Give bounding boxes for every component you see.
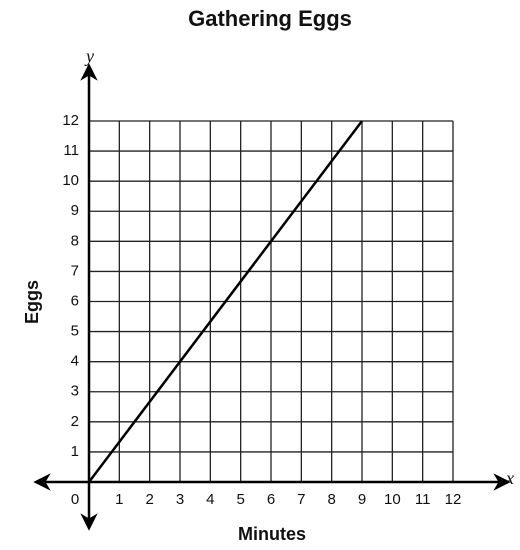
x-tick-label: 11 (415, 491, 431, 508)
y-tick-label: 12 (62, 112, 79, 129)
x-tick-label: 8 (327, 491, 335, 508)
x-tick-label: 12 (445, 491, 462, 508)
x-tick-label: 10 (384, 491, 401, 508)
y-axis-title: Eggs (22, 280, 42, 324)
chart-title: Gathering Eggs (188, 6, 352, 31)
x-tick-label: 3 (176, 491, 184, 508)
y-tick-label: 1 (71, 443, 79, 460)
y-axis-letter: y (84, 46, 94, 66)
y-tick-label: 5 (71, 323, 79, 340)
x-tick-label: 2 (145, 491, 153, 508)
y-tick-label: 4 (71, 353, 79, 370)
y-tick-label: 6 (71, 292, 79, 309)
x-tick-label: 6 (267, 491, 275, 508)
x-tick-label: 7 (297, 491, 305, 508)
x-tick-label: 1 (115, 491, 123, 508)
x-tick-label: 0 (71, 491, 79, 508)
x-tick-label: 4 (206, 491, 214, 508)
y-tick-label: 3 (71, 383, 79, 400)
x-tick-label: 9 (358, 491, 366, 508)
y-tick-label: 7 (71, 262, 79, 279)
y-tick-label: 10 (62, 172, 79, 189)
x-axis-letter: x (505, 468, 514, 488)
x-axis-title: Minutes (238, 524, 306, 544)
y-tick-label: 2 (71, 413, 79, 430)
x-tick-label: 5 (236, 491, 244, 508)
y-tick-label: 8 (71, 232, 79, 249)
y-tick-label: 9 (71, 202, 79, 219)
y-tick-label: 11 (63, 142, 79, 159)
data-line (88, 120, 363, 483)
